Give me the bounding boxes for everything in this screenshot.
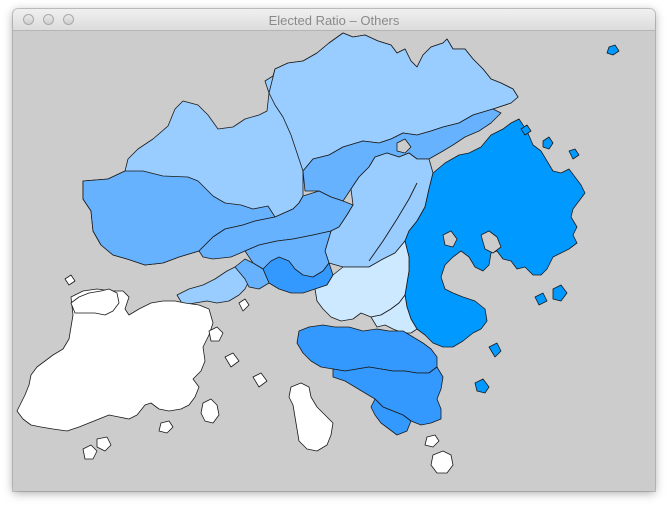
islet-west-3[interactable] [224,352,240,368]
tai-po-region[interactable] [302,108,502,202]
islet-east-1[interactable] [542,136,554,150]
islet-east-7[interactable] [474,378,490,394]
kwun-tong-region[interactable] [176,264,250,306]
islet-west-2[interactable] [238,298,250,312]
small-island-4[interactable] [96,436,112,452]
wong-tai-sin-region[interactable] [234,258,270,290]
islet-east-8[interactable] [488,342,502,358]
islet-east-3[interactable] [606,44,620,56]
map-canvas[interactable] [13,31,655,491]
hk-island-south-region[interactable] [370,398,412,436]
islet-east-2[interactable] [520,124,532,136]
small-island-2[interactable] [158,420,174,434]
islet-east-4[interactable] [568,148,580,160]
peng-chau-island[interactable] [208,326,224,342]
lantau-north-region[interactable] [70,288,120,316]
kowloon-city-region[interactable] [370,294,418,334]
lantau-region[interactable] [16,288,214,432]
hong-kong-map[interactable] [13,31,655,491]
po-toi-island[interactable] [430,450,454,474]
river-line [368,182,418,262]
bay-1 [480,230,502,254]
small-island-1[interactable] [424,434,440,448]
islet-east-5[interactable] [552,284,568,302]
zoom-button[interactable] [63,14,74,25]
cheung-chau-island[interactable] [200,398,220,424]
app-window: Elected Ratio – Others [13,9,655,491]
close-button[interactable] [23,14,34,25]
hk-island-central-region[interactable] [296,324,438,374]
islet-west-1[interactable] [64,274,76,286]
kwai-tsing-region[interactable] [262,256,334,294]
kowloon-west-region[interactable] [314,240,410,322]
bay-3 [396,138,412,154]
small-island-3[interactable] [82,444,98,460]
window-title: Elected Ratio – Others [268,13,400,28]
islet-east-6[interactable] [534,292,548,306]
minimize-button[interactable] [43,14,54,25]
lamma-island[interactable] [288,382,334,452]
islet-west-4[interactable] [252,372,268,388]
title-bar[interactable]: Elected Ratio – Others [13,9,655,31]
bay-2 [442,230,458,248]
